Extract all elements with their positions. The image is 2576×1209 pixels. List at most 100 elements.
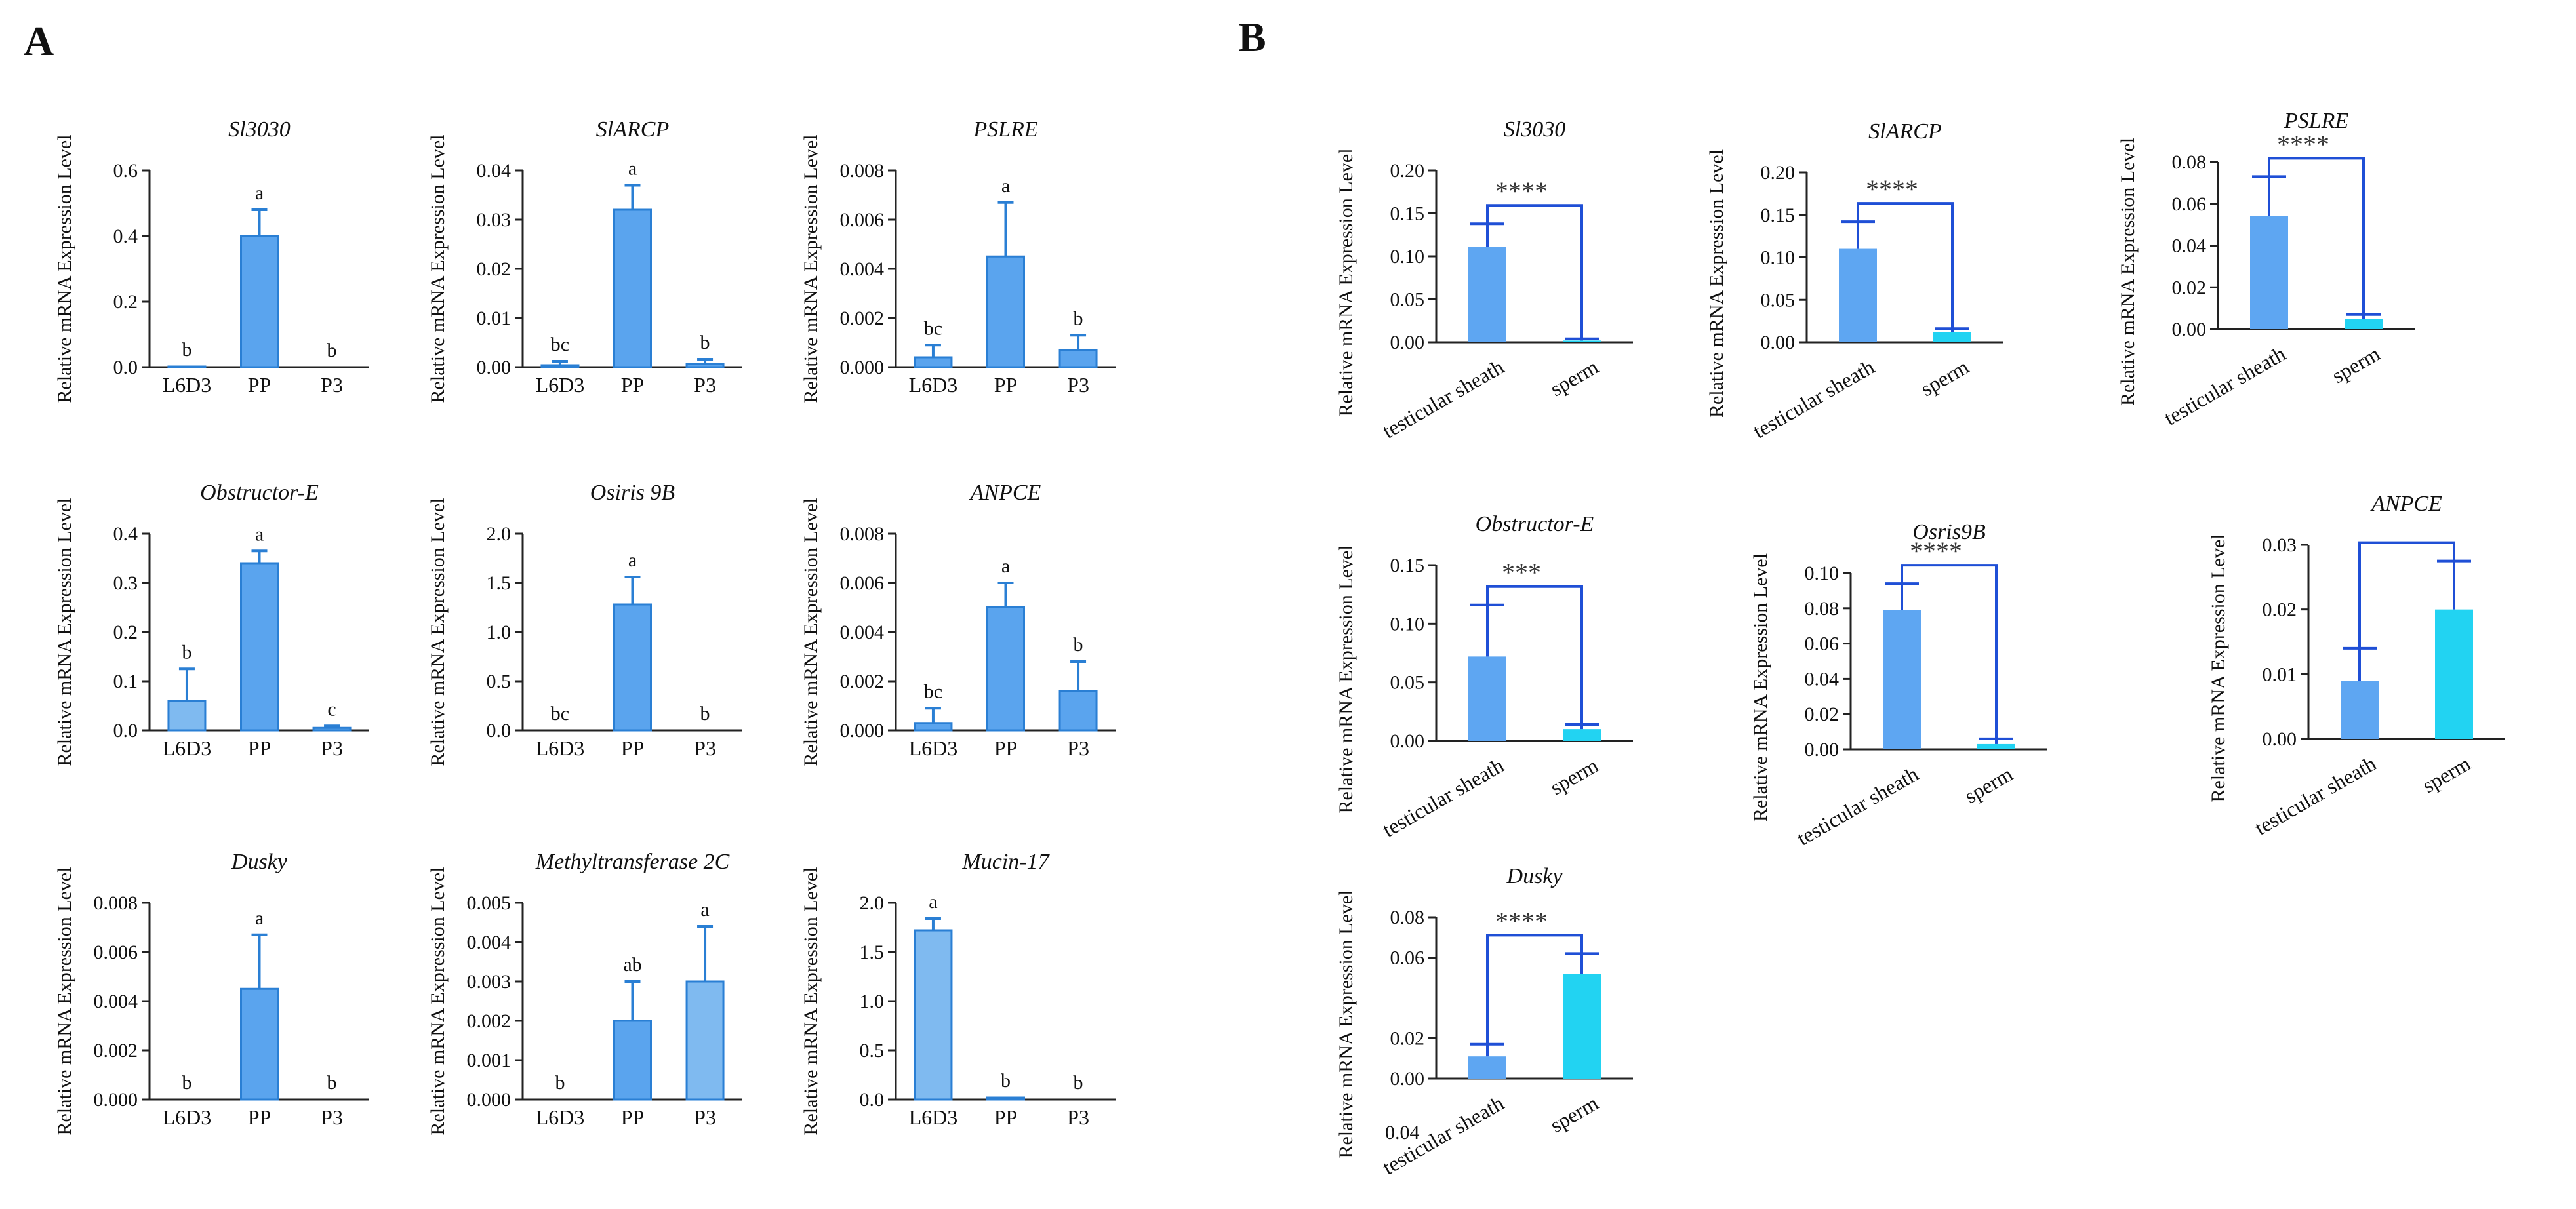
category-label: P3 xyxy=(694,736,716,760)
chart-a-osiris-9b: Osiris 9B Relative mRNA Expression Level 0… xyxy=(427,481,742,766)
comparison-bracket xyxy=(1857,202,1954,329)
bar-sperm xyxy=(1563,729,1601,741)
significance-letter: a xyxy=(255,523,264,545)
chart-a-mucin-17: Mucin-17 Relative mRNA Expression Level 0.… xyxy=(800,850,1116,1136)
y-tick-label: 0.05 xyxy=(1390,672,1425,694)
y-tick-label: 0.10 xyxy=(1390,246,1425,268)
y-tick-label: 0.000 xyxy=(467,1089,512,1111)
significance-letter: b xyxy=(327,1072,337,1094)
bar-testicular-sheath xyxy=(1468,247,1506,342)
y-axis-label: Relative mRNA Expression Level xyxy=(1706,149,1727,418)
y-tick-label: 0.10 xyxy=(1390,613,1425,635)
y-tick-label: 0.08 xyxy=(2172,151,2207,173)
y-tick-label: 0.06 xyxy=(1805,633,1840,655)
y-tick-label: 2.0 xyxy=(860,892,885,914)
y-tick-label: 1.5 xyxy=(487,572,512,594)
bar-l6d3 xyxy=(167,700,207,732)
significance-letter: b xyxy=(182,1072,191,1094)
y-axis-label: Relative mRNA Expression Level xyxy=(2117,138,2139,406)
y-tick-label: 0.10 xyxy=(1805,563,1840,584)
y-tick-label: 1.5 xyxy=(860,941,885,963)
significance-letter: a xyxy=(929,891,937,913)
bar-testicular-sheath xyxy=(1468,1056,1506,1079)
y-tick-label: 0.0 xyxy=(113,357,138,378)
y-tick-label: 0.2 xyxy=(113,291,138,313)
significance-letter: ab xyxy=(623,954,641,976)
bar-p3 xyxy=(312,726,352,732)
y-tick-label: 0.15 xyxy=(1390,203,1425,225)
y-tick-label: 0.02 xyxy=(2263,599,2297,621)
category-label: PP xyxy=(994,736,1018,760)
chart-a-methyltransferase-2c: Methyltransferase 2C Relative mRNA Expres… xyxy=(427,850,742,1136)
bar-p3 xyxy=(685,980,725,1101)
y-tick-label: 1.0 xyxy=(487,622,512,643)
significance-letter: b xyxy=(555,1072,565,1094)
comparison-bracket xyxy=(1486,585,1583,724)
bar-l6d3 xyxy=(914,356,953,368)
y-tick-label: 0.02 xyxy=(1390,1028,1425,1050)
y-tick-label: 0.006 xyxy=(94,941,138,963)
significance-stars: **** xyxy=(1495,906,1548,936)
bar-testicular-sheath xyxy=(1839,248,1877,342)
significance-letter: c xyxy=(327,698,336,720)
y-tick-label: 0.02 xyxy=(1805,704,1840,725)
y-axis-label: Relative mRNA Expression Level xyxy=(1335,148,1357,416)
chart-title: Sl3030 xyxy=(228,117,290,142)
y-axis-label: Relative mRNA Expression Level xyxy=(1335,890,1357,1158)
chart-a-anpce: ANPCE Relative mRNA Expression Level 0.000… xyxy=(800,481,1116,766)
chart-b-anpce: ANPCE Relative mRNA Expression Level 0.00 0… xyxy=(2207,492,2505,840)
y-tick-label: 0.002 xyxy=(467,1010,512,1032)
chart-title: Mucin-17 xyxy=(961,850,1050,874)
significance-letter: b xyxy=(700,332,710,353)
y-tick-label: 0.05 xyxy=(1390,289,1425,311)
category-label: sperm xyxy=(1546,355,1602,401)
y-tick-label: 0.00 xyxy=(1390,1068,1425,1090)
significance-letter: a xyxy=(628,549,637,571)
chart-title: PSLRE xyxy=(973,117,1037,142)
category-label: testicular sheath xyxy=(1749,355,1878,443)
y-tick-label: 0.01 xyxy=(477,307,512,329)
significance-letter: a xyxy=(255,907,264,929)
significance-letter: b xyxy=(700,703,710,724)
bar-l6d3 xyxy=(914,722,953,732)
category-label: P3 xyxy=(694,1105,716,1129)
y-tick-label: 0.5 xyxy=(487,671,512,692)
y-tick-label: 0.00 xyxy=(2263,728,2297,750)
significance-letter: b xyxy=(1074,634,1083,656)
chart-b-dusky: Dusky Relative mRNA Expression Level 0.00 0… xyxy=(1335,864,1633,1179)
y-tick-label: 0.6 xyxy=(113,160,138,182)
category-label: PP xyxy=(994,1105,1018,1129)
y-tick-label: 0.2 xyxy=(113,622,138,643)
chart-a-dusky: Dusky Relative mRNA Expression Level 0.000… xyxy=(54,850,369,1136)
y-tick-label: 0.08 xyxy=(1805,598,1840,620)
y-tick-label: 0.4 xyxy=(113,523,138,545)
y-tick-label: 0.02 xyxy=(2172,277,2207,298)
category-label: L6D3 xyxy=(536,736,585,760)
y-tick-label: 0.004 xyxy=(840,622,885,643)
category-label: PP xyxy=(248,736,272,760)
y-tick-label: 0.03 xyxy=(477,209,512,231)
chart-a-pslre: PSLRE Relative mRNA Expression Level 0.000… xyxy=(800,117,1116,403)
category-label: L6D3 xyxy=(909,373,958,397)
bar-pp xyxy=(240,562,279,732)
chart-title: Sl3030 xyxy=(1504,117,1565,142)
y-tick-label: 0.08 xyxy=(1390,907,1425,928)
bar-testicular-sheath xyxy=(2250,216,2288,329)
y-axis-label: Relative mRNA Expression Level xyxy=(54,134,75,403)
category-label: PP xyxy=(994,373,1018,397)
significance-letter: b xyxy=(1001,1070,1011,1092)
y-tick-label: 0.05 xyxy=(1761,289,1796,311)
significance-letter: b xyxy=(327,340,337,361)
y-tick-label: 0.003 xyxy=(467,971,512,993)
y-axis-label: Relative mRNA Expression Level xyxy=(800,498,822,766)
bar-pp xyxy=(613,1020,652,1101)
bar-l6d3 xyxy=(914,929,953,1101)
comparison-bracket xyxy=(2268,157,2365,315)
bar-pp xyxy=(613,603,652,732)
y-tick-label: 2.0 xyxy=(487,523,512,545)
category-label: P3 xyxy=(1067,1105,1089,1129)
y-tick-label: 0.001 xyxy=(467,1050,512,1071)
y-axis-label: Relative mRNA Expression Level xyxy=(54,498,75,766)
category-label: L6D3 xyxy=(163,1105,212,1129)
